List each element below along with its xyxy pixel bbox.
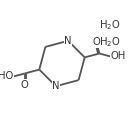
Text: HO: HO	[0, 72, 14, 82]
Text: N: N	[52, 81, 60, 91]
Text: H$_2$O: H$_2$O	[99, 19, 121, 32]
Text: OH: OH	[110, 51, 126, 61]
Text: N: N	[64, 36, 72, 46]
Text: H$_2$O: H$_2$O	[99, 35, 121, 49]
Text: O: O	[93, 37, 100, 47]
Text: O: O	[21, 80, 28, 90]
